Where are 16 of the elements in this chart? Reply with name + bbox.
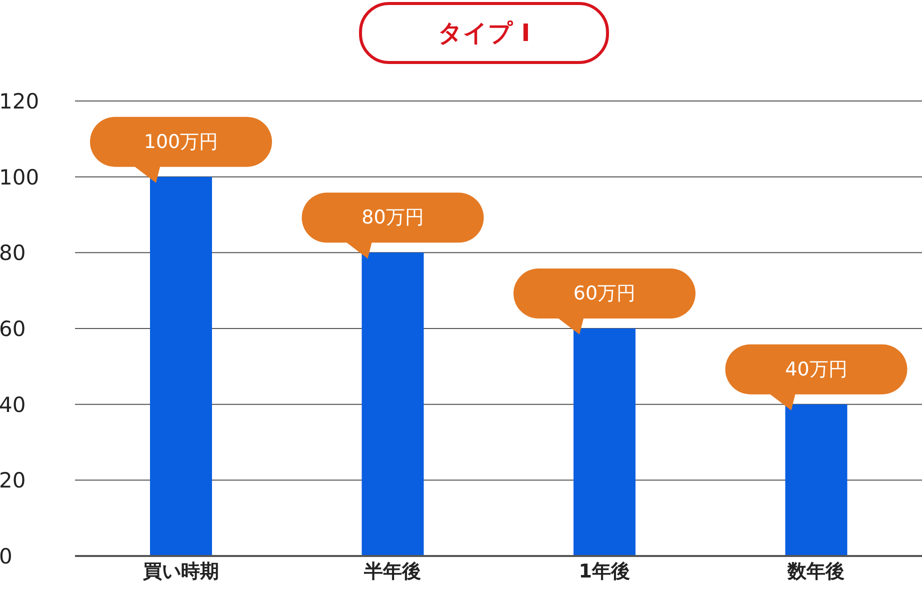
y-tick-label: 100 [0, 165, 40, 190]
x-tick-label: 数年後 [786, 560, 845, 582]
data-label: 40万円 [785, 358, 848, 380]
data-label: 100万円 [144, 130, 218, 153]
data-label: 80万円 [362, 206, 424, 229]
y-tick-label: 40 [0, 392, 26, 417]
y-tick-label: 120 [0, 89, 40, 114]
y-tick-label: 0 [0, 544, 12, 568]
x-tick-label: 1年後 [578, 560, 630, 582]
y-tick-label: 80 [0, 241, 26, 266]
x-tick-label: 半年後 [363, 560, 422, 582]
chart-title: タイプ I [359, 2, 609, 64]
data-label: 60万円 [573, 282, 636, 304]
y-tick-label: 20 [0, 468, 26, 493]
x-tick-label: 買い時期 [142, 560, 219, 582]
y-tick-label: 60 [0, 316, 26, 341]
